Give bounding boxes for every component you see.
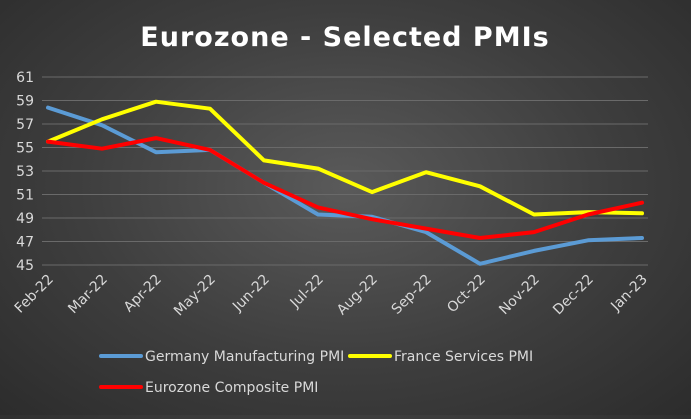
y-tick-label: 59 — [16, 94, 34, 110]
legend-item[interactable]: France Services PMI — [348, 349, 533, 365]
series-lines — [46, 99, 644, 266]
x-tick-label: May-22 — [171, 272, 219, 320]
y-tick-label: 55 — [16, 141, 34, 157]
x-tick-label: Sep-22 — [389, 272, 435, 318]
series-line-2 — [46, 99, 644, 217]
x-tick-label: Apr-22 — [121, 272, 165, 316]
y-tick-label: 49 — [16, 211, 34, 227]
legend-label: France Services PMI — [394, 349, 533, 365]
y-tick-label: 53 — [16, 164, 34, 180]
legend-label: Eurozone Composite PMI — [145, 380, 318, 396]
y-tick-label: 47 — [16, 235, 34, 251]
x-tick-label: Dec-22 — [550, 272, 597, 319]
y-tick-label: 51 — [16, 188, 34, 204]
x-tick-label: Oct-22 — [444, 272, 489, 317]
x-tick-label: Aug-22 — [334, 272, 381, 319]
y-tick-label: 57 — [16, 117, 34, 133]
series-line-3 — [46, 136, 644, 240]
series-line-1 — [46, 105, 644, 266]
y-axis: 45 47 49 51 53 55 57 59 61 — [16, 70, 34, 274]
y-tick-label: 61 — [16, 70, 34, 86]
chart-title: Eurozone - Selected PMIs — [140, 22, 549, 53]
legend-label: Germany Manufacturing PMI — [145, 349, 344, 365]
y-tick-label: 45 — [16, 258, 34, 274]
x-tick-label: Feb-22 — [12, 272, 57, 317]
gridlines — [42, 76, 648, 266]
x-tick-label: Jul-22 — [287, 272, 327, 312]
legend-item[interactable]: Germany Manufacturing PMI — [99, 349, 344, 365]
x-tick-label: Jan-23 — [607, 272, 650, 315]
legend[interactable]: Germany Manufacturing PMI France Services… — [99, 349, 533, 396]
legend-item[interactable]: Eurozone Composite PMI — [99, 380, 318, 396]
x-tick-label: Jun-22 — [229, 272, 273, 316]
x-tick-label: Mar-22 — [65, 272, 111, 318]
x-axis: Feb-22 Mar-22 Apr-22 May-22 Jun-22 Jul-22 Aug-… — [12, 272, 651, 320]
x-tick-label: Nov-22 — [496, 272, 543, 319]
